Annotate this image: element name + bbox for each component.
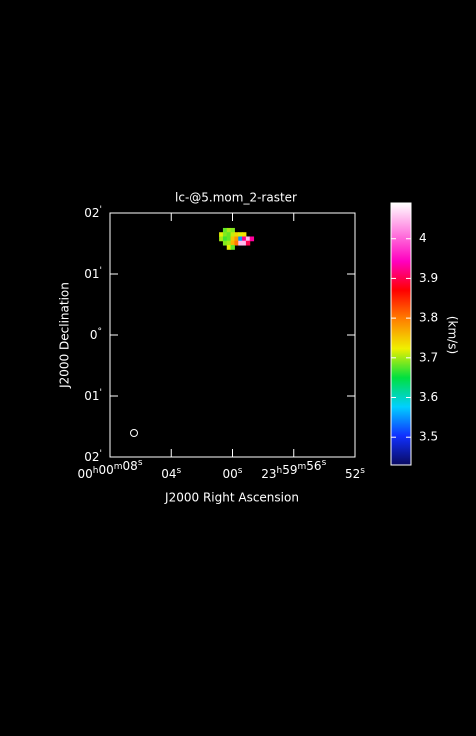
colorbar-tick-label: 3.8 — [419, 311, 438, 325]
x-tick-label: 00h00m08s — [77, 458, 142, 481]
raster-pixel — [226, 240, 232, 246]
raster-pixel — [230, 232, 235, 237]
colorbar-tick-label: 3.7 — [419, 350, 438, 364]
y-tick-label: 02' — [84, 205, 102, 220]
x-tick-label: 23h59m56s — [261, 458, 326, 481]
raster-pixel — [245, 236, 251, 242]
raster-pixel — [234, 240, 239, 246]
raster-pixel — [238, 240, 243, 246]
x-axis-label: J2000 Right Ascension — [164, 491, 299, 505]
raster-pixel — [230, 236, 235, 242]
raster-pixel — [249, 236, 255, 242]
raster-pixel — [219, 232, 224, 237]
raster-pixel — [242, 236, 247, 242]
colorbar-label: (km/s) — [446, 316, 460, 354]
colorbar-tick-label: 3.9 — [419, 271, 438, 285]
colorbar-tick-label: 3.6 — [419, 390, 438, 404]
y-tick-label: 0° — [90, 327, 102, 342]
y-tick-label: 01' — [84, 266, 102, 281]
y-tick-label: 02' — [84, 449, 102, 464]
x-tick-label: 52s — [345, 466, 365, 481]
raster-pixel — [219, 236, 224, 242]
raster-pixel — [222, 236, 228, 242]
x-tick-label: 00s — [223, 466, 243, 481]
raster-pixel — [230, 240, 235, 246]
beam — [130, 429, 138, 437]
raster-pixel — [226, 245, 232, 250]
y-axis-label: J2000 Declination — [58, 282, 72, 389]
colorbar — [390, 202, 412, 466]
raster-pixel — [245, 240, 251, 246]
raster-pixel — [242, 232, 247, 237]
colorbar-tick-label: 4 — [419, 231, 427, 245]
raster-pixel — [234, 232, 239, 237]
raster-pixel — [222, 227, 228, 233]
raster-pixel — [234, 236, 239, 242]
raster-pixel — [226, 236, 232, 242]
raster-pixel — [226, 232, 232, 237]
colorbar-tick-label: 3.5 — [419, 430, 438, 444]
x-tick-label: 04s — [161, 466, 181, 481]
raster-pixel — [238, 232, 243, 237]
chart-title: lc-@5.mom_2-raster — [175, 191, 297, 205]
raster-pixel — [222, 240, 228, 246]
raster-pixel — [230, 227, 235, 233]
raster-pixel — [230, 245, 235, 250]
raster-pixel — [242, 240, 247, 246]
raster-pixel — [238, 236, 243, 242]
raster-pixel — [222, 232, 228, 237]
y-tick-label: 01' — [84, 388, 102, 403]
raster-pixel — [226, 227, 232, 233]
